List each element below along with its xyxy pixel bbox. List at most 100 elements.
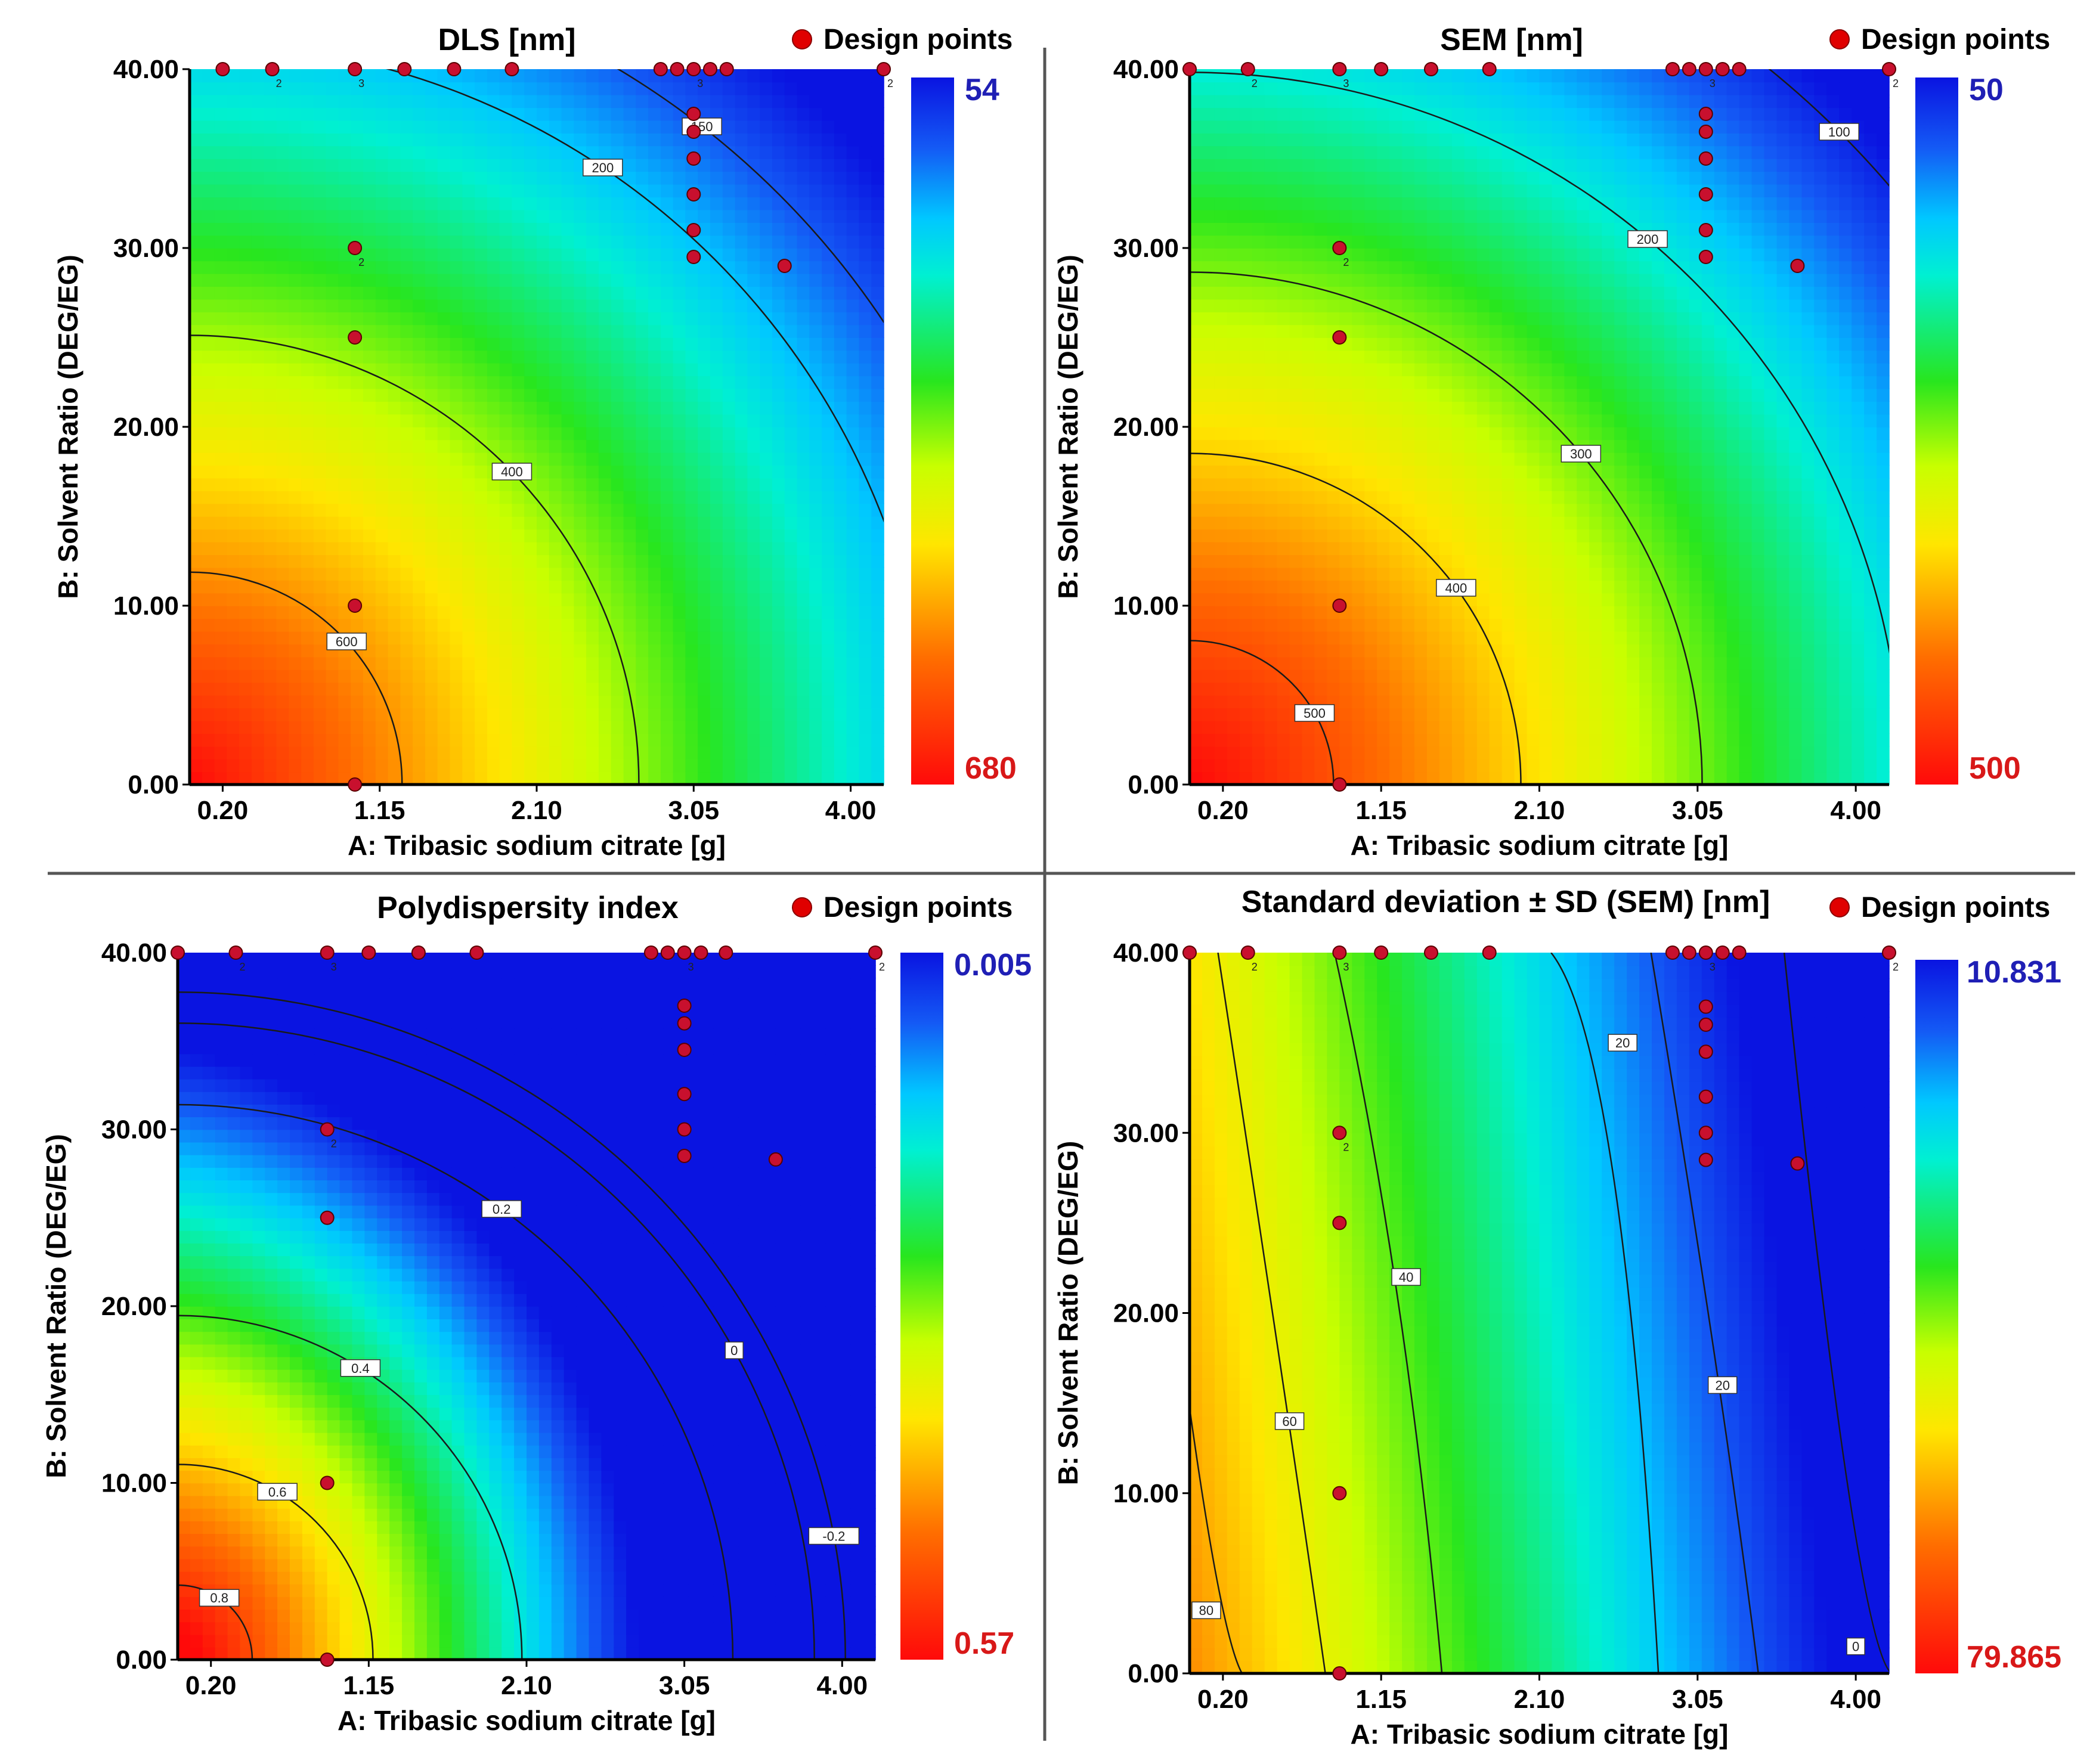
heatmap-cell: [1564, 159, 1577, 172]
heatmap-cell: [648, 414, 661, 427]
heatmap-cell: [227, 389, 240, 402]
heatmap-cell: [871, 721, 884, 734]
design-point: [687, 107, 700, 120]
heatmap-cell: [326, 248, 339, 261]
heatmap-cell: [710, 733, 723, 746]
heatmap-cell: [1402, 721, 1415, 734]
heatmap-cell: [809, 491, 822, 504]
heatmap-cell: [859, 146, 872, 159]
heatmap-cell: [1402, 683, 1415, 696]
heatmap-cell: [363, 82, 376, 95]
heatmap-cell: [1527, 363, 1540, 376]
heatmap-cell: [1515, 683, 1528, 696]
heatmap-cell: [1540, 69, 1553, 82]
heatmap-cell: [1465, 452, 1478, 466]
heatmap-cell: [1227, 312, 1240, 325]
heatmap-cell: [252, 299, 265, 312]
heatmap-cell: [648, 542, 661, 555]
heatmap-cell: [1252, 683, 1265, 696]
heatmap-cell: [1552, 504, 1565, 517]
heatmap-cell: [760, 452, 773, 466]
heatmap-cell: [289, 683, 302, 696]
heatmap-cell: [512, 210, 525, 223]
heatmap-cell: [1240, 439, 1253, 452]
heatmap-cell: [1540, 452, 1553, 466]
heatmap-cell: [1515, 746, 1528, 759]
heatmap-cell: [710, 772, 723, 785]
heatmap-cell: [1277, 95, 1290, 108]
heatmap-cell: [425, 414, 438, 427]
heatmap-cell: [1352, 478, 1365, 491]
heatmap-cell: [809, 504, 822, 517]
heatmap-cell: [859, 644, 872, 657]
heatmap-cell: [562, 210, 575, 223]
heatmap-cell: [1564, 350, 1577, 363]
heatmap-cell: [586, 248, 599, 261]
heatmap-cell: [314, 452, 327, 466]
heatmap-cell: [1477, 95, 1490, 108]
heatmap-cell: [500, 669, 513, 683]
heatmap-cell: [574, 631, 587, 644]
heatmap-cell: [1277, 261, 1290, 274]
heatmap-cell: [524, 401, 537, 414]
heatmap-cell: [710, 414, 723, 427]
heatmap-cell: [462, 120, 475, 134]
heatmap-cell: [413, 695, 426, 708]
heatmap-cell: [797, 95, 810, 108]
heatmap-cell: [475, 733, 488, 746]
heatmap-cell: [351, 721, 364, 734]
heatmap-cell: [1202, 721, 1215, 734]
heatmap-cell: [512, 708, 525, 721]
heatmap-cell: [1452, 248, 1465, 261]
heatmap-cell: [1352, 197, 1365, 210]
heatmap-cell: [1290, 657, 1303, 670]
heatmap-cell: [772, 184, 785, 197]
heatmap-cell: [1515, 171, 1528, 184]
heatmap-cell: [747, 95, 760, 108]
heatmap-cell: [202, 631, 215, 644]
heatmap-cell: [1265, 542, 1278, 555]
heatmap-cell: [1215, 235, 1228, 249]
heatmap-cell: [847, 184, 860, 197]
heatmap-cell: [351, 580, 364, 593]
heatmap-cell: [834, 452, 847, 466]
heatmap-cell: [326, 184, 339, 197]
heatmap-cell: [413, 593, 426, 606]
heatmap-cell: [524, 568, 537, 581]
heatmap-cell: [252, 516, 265, 529]
heatmap-cell: [834, 414, 847, 427]
heatmap-cell: [425, 184, 438, 197]
heatmap-cell: [1540, 746, 1553, 759]
heatmap-cell: [1215, 746, 1228, 759]
heatmap-cell: [202, 197, 215, 210]
heatmap-cell: [834, 389, 847, 402]
heatmap-cell: [202, 363, 215, 376]
heatmap-cell: [747, 82, 760, 95]
heatmap-cell: [289, 529, 302, 542]
heatmap-cell: [388, 82, 401, 95]
heatmap-cell: [1502, 235, 1515, 249]
heatmap-cell: [859, 491, 872, 504]
heatmap-cell: [227, 159, 240, 172]
heatmap-cell: [809, 107, 822, 120]
heatmap-cell: [1402, 657, 1415, 670]
heatmap-cell: [710, 644, 723, 657]
heatmap-cell: [475, 363, 488, 376]
heatmap-cell: [735, 325, 748, 338]
heatmap-cell: [277, 516, 290, 529]
heatmap-cell: [1240, 478, 1253, 491]
heatmap-cell: [723, 721, 736, 734]
heatmap-cell: [611, 274, 624, 287]
heatmap-cell: [1302, 439, 1315, 452]
heatmap-cell: [797, 504, 810, 517]
heatmap-cell: [723, 491, 736, 504]
heatmap-cell: [1377, 478, 1390, 491]
heatmap-cell: [376, 325, 389, 338]
heatmap-cell: [438, 683, 451, 696]
heatmap-cell: [190, 159, 203, 172]
heatmap-cell: [710, 618, 723, 631]
heatmap-cell: [413, 580, 426, 593]
heatmap-cell: [264, 683, 277, 696]
heatmap-cell: [1452, 146, 1465, 159]
heatmap-cell: [524, 414, 537, 427]
